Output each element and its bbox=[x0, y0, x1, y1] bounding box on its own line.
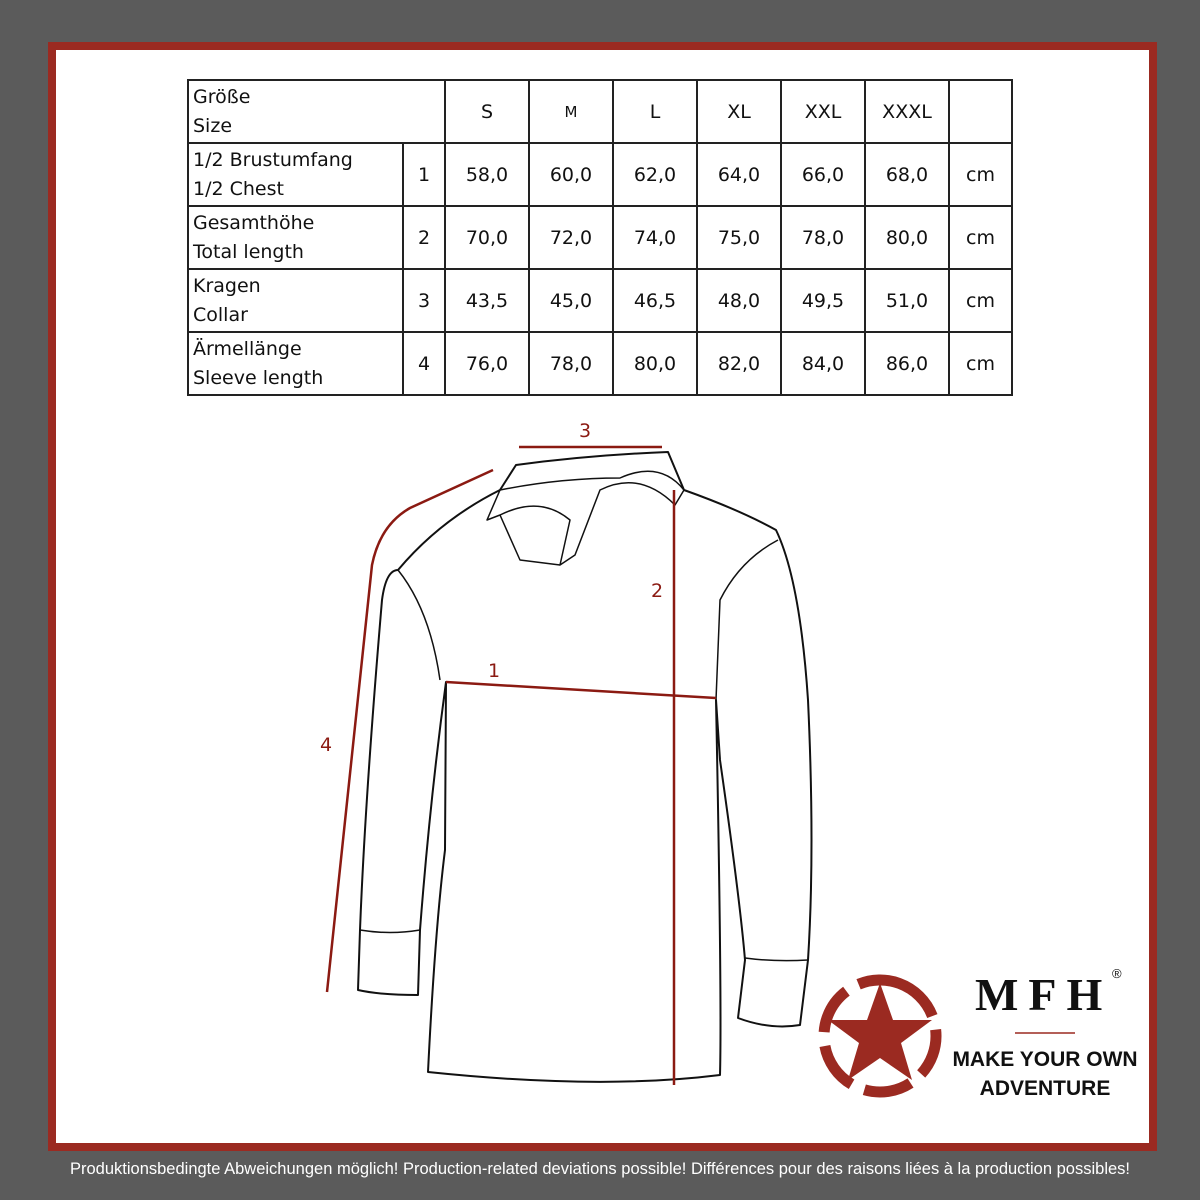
measure-label-1: 1 bbox=[488, 660, 501, 682]
value-cell: 49,5 bbox=[780, 268, 866, 333]
value-cell: 74,0 bbox=[612, 205, 698, 270]
value-cell: 60,0 bbox=[528, 142, 614, 207]
row-label-en: Sleeve length bbox=[193, 366, 324, 389]
value-cell: 78,0 bbox=[780, 205, 866, 270]
value-cell: 58,0 bbox=[444, 142, 530, 207]
unit-header bbox=[948, 79, 1013, 144]
value-cell: 78,0 bbox=[528, 331, 614, 396]
footer-disclaimer: Produktionsbedingte Abweichungen möglich… bbox=[70, 1160, 1130, 1178]
table-row: 1/2 Brustumfang 1/2 Chest 1 58,0 60,0 62,0 64,… bbox=[187, 142, 1013, 207]
size-table: Größe Size S M L XL XXL XXXL 1/2 Brustumf… bbox=[187, 79, 1013, 396]
slogan: MAKE YOUR OWN ADVENTURE bbox=[945, 1045, 1145, 1103]
size-xxl: XXL bbox=[780, 79, 866, 144]
row-label-de: Gesamthöhe bbox=[193, 211, 315, 234]
value-cell: 66,0 bbox=[780, 142, 866, 207]
measure-line-sleeve bbox=[325, 468, 494, 993]
size-xl: XL bbox=[696, 79, 782, 144]
mfh-star-logo bbox=[818, 974, 942, 1098]
value-cell: 68,0 bbox=[864, 142, 950, 207]
row-label-en: Collar bbox=[193, 303, 248, 326]
table-header-row: Größe Size S M L XL XXL XXXL bbox=[187, 79, 1013, 144]
row-label-de: Ärmellänge bbox=[193, 337, 302, 360]
value-cell: 62,0 bbox=[612, 142, 698, 207]
slogan-line-2: ADVENTURE bbox=[979, 1077, 1111, 1100]
row-label: 1/2 Brustumfang 1/2 Chest bbox=[187, 142, 404, 207]
size-xxxl: XXXL bbox=[864, 79, 950, 144]
value-cell: 64,0 bbox=[696, 142, 782, 207]
shirt-outline bbox=[357, 451, 813, 1083]
row-number: 2 bbox=[402, 205, 446, 270]
table-row: Ärmellänge Sleeve length 4 76,0 78,0 80,0 82,0… bbox=[187, 331, 1013, 396]
unit-cell: cm bbox=[948, 142, 1013, 207]
row-label: Ärmellänge Sleeve length bbox=[187, 331, 404, 396]
row-label: Gesamthöhe Total length bbox=[187, 205, 404, 270]
table-row: Kragen Collar 3 43,5 45,0 46,5 48,0 49,5 51,0 cm bbox=[187, 268, 1013, 333]
header-label-de: Größe bbox=[193, 85, 251, 108]
unit-cell: cm bbox=[948, 331, 1013, 396]
row-label-de: 1/2 Brustumfang bbox=[193, 148, 353, 171]
measurement-lines bbox=[325, 445, 717, 1085]
measure-label-2: 2 bbox=[651, 580, 664, 602]
value-cell: 51,0 bbox=[864, 268, 950, 333]
measure-line-chest bbox=[445, 680, 717, 700]
value-cell: 80,0 bbox=[612, 331, 698, 396]
size-m: M bbox=[528, 79, 614, 144]
value-cell: 70,0 bbox=[444, 205, 530, 270]
row-number: 4 bbox=[402, 331, 446, 396]
value-cell: 84,0 bbox=[780, 331, 866, 396]
size-l: L bbox=[612, 79, 698, 144]
header-label-en: Size bbox=[193, 114, 233, 137]
row-number: 1 bbox=[402, 142, 446, 207]
value-cell: 45,0 bbox=[528, 268, 614, 333]
value-cell: 75,0 bbox=[696, 205, 782, 270]
row-label-de: Kragen bbox=[193, 274, 261, 297]
table-row: Gesamthöhe Total length 2 70,0 72,0 74,0 75,0 7… bbox=[187, 205, 1013, 270]
value-cell: 82,0 bbox=[696, 331, 782, 396]
value-cell: 48,0 bbox=[696, 268, 782, 333]
brand-name: MFH bbox=[975, 969, 1113, 1020]
value-cell: 72,0 bbox=[528, 205, 614, 270]
row-label-en: Total length bbox=[193, 240, 304, 263]
value-cell: 46,5 bbox=[612, 268, 698, 333]
value-cell: 43,5 bbox=[444, 268, 530, 333]
measure-label-4: 4 bbox=[320, 734, 333, 756]
row-label-en: 1/2 Chest bbox=[193, 177, 284, 200]
value-cell: 80,0 bbox=[864, 205, 950, 270]
unit-cell: cm bbox=[948, 205, 1013, 270]
unit-cell: cm bbox=[948, 268, 1013, 333]
registered-mark: ® bbox=[1112, 966, 1122, 981]
value-cell: 86,0 bbox=[864, 331, 950, 396]
row-label: Kragen Collar bbox=[187, 268, 404, 333]
measure-label-3: 3 bbox=[579, 420, 592, 442]
row-number: 3 bbox=[402, 268, 446, 333]
value-cell: 76,0 bbox=[444, 331, 530, 396]
slogan-line-1: MAKE YOUR OWN bbox=[952, 1048, 1138, 1071]
size-header-cell: Größe Size bbox=[187, 79, 446, 144]
size-s: S bbox=[444, 79, 530, 144]
